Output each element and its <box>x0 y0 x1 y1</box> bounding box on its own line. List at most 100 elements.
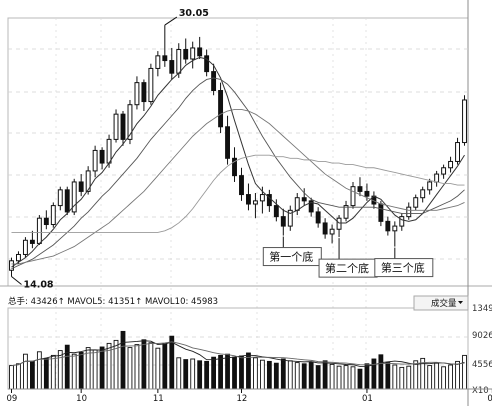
candle-body-3 <box>29 239 35 244</box>
volume-bar-7 <box>57 350 63 390</box>
candle-body-31 <box>225 126 230 159</box>
volume-bar-6 <box>50 354 56 390</box>
volume-title: 总手: 43426↑ MAVOL5: 41351↑ MAVOL10: 45983 <box>8 296 218 307</box>
volume-bar-17 <box>127 347 133 390</box>
price-ma-line-0 <box>11 56 465 268</box>
candle-body-47 <box>336 217 342 230</box>
price-ma-line-3 <box>11 154 465 233</box>
price-ma-line-2 <box>11 108 465 265</box>
volume-bar-26 <box>190 358 196 390</box>
volume-bar-39 <box>280 358 286 390</box>
volume-bar-28 <box>204 360 210 390</box>
volume-bar-10 <box>78 351 84 390</box>
candle-body-17 <box>127 104 133 140</box>
candle-body-11 <box>85 170 91 192</box>
volume-bar-52 <box>371 358 377 390</box>
volume-bar-51 <box>364 363 370 390</box>
candle-body-59 <box>420 189 426 199</box>
volume-bar-55 <box>392 364 398 390</box>
volume-bar-42 <box>301 363 307 390</box>
candle-body-21 <box>155 55 161 69</box>
volume-bar-56 <box>399 366 405 390</box>
volume-bar-47 <box>336 365 342 390</box>
candle-body-24 <box>176 49 182 74</box>
volume-bar-44 <box>315 365 321 390</box>
volume-y-tick-2: 4556 <box>472 360 492 370</box>
price-panel-frame <box>7 17 469 287</box>
candle-body-33 <box>239 175 244 196</box>
volume-bar-1 <box>16 363 21 390</box>
candle-body-42 <box>301 197 307 202</box>
candle-body-43 <box>308 200 314 213</box>
x-axis-label-5: 02 <box>487 394 492 404</box>
volume-bar-0 <box>9 365 14 390</box>
min-label: 14.08 <box>23 280 53 291</box>
candle-body-39 <box>280 216 286 227</box>
candle-body-44 <box>315 211 321 224</box>
volume-bar-54 <box>385 362 391 390</box>
candle-body-20 <box>148 67 154 103</box>
candle-body-18 <box>134 82 140 106</box>
x-axis-label-4: 01 <box>362 394 373 404</box>
volume-bar-45 <box>322 360 328 390</box>
candle-body-56 <box>399 216 405 227</box>
volume-series <box>9 330 467 390</box>
candle-body-29 <box>211 71 217 92</box>
candle-body-13 <box>99 149 105 164</box>
volume-bar-31 <box>225 353 230 390</box>
volume-ma-line-1 <box>11 341 465 367</box>
volume-bar-35 <box>253 357 258 390</box>
max-label: 30.05 <box>179 8 209 19</box>
x-axis-label-2: 11 <box>153 394 164 404</box>
candle-body-36 <box>259 194 265 202</box>
volume-moving-averages <box>11 340 465 367</box>
candle-body-40 <box>287 209 293 227</box>
volume-bar-9 <box>71 353 77 390</box>
candle-body-50 <box>357 186 363 192</box>
volume-y-tick-3: X10 <box>472 386 489 396</box>
volume-bar-63 <box>448 364 453 390</box>
x-axis-label-3: 12 <box>236 394 247 404</box>
candle-body-19 <box>141 82 147 103</box>
candle-body-54 <box>385 220 391 232</box>
volume-bar-29 <box>211 356 217 390</box>
annotation-box-0 <box>262 247 322 267</box>
candle-body-58 <box>413 197 419 208</box>
volume-bar-58 <box>413 360 419 390</box>
x-axis-label-0: 09 <box>6 394 17 404</box>
candle-body-25 <box>183 49 189 60</box>
volume-dropdown-button[interactable] <box>413 295 469 311</box>
candle-body-16 <box>120 113 126 140</box>
volume-bar-62 <box>441 366 447 390</box>
max-label-leader <box>164 16 178 26</box>
volume-bar-25 <box>183 359 189 390</box>
candle-body-10 <box>78 181 84 192</box>
volume-bar-40 <box>287 360 293 390</box>
price-ma-line-1 <box>11 77 465 270</box>
annotation-text-2: 第三个底 <box>381 261 425 275</box>
candle-body-61 <box>434 173 440 183</box>
x-axis: 09101112010203 <box>6 388 492 404</box>
volume-bar-41 <box>294 362 300 390</box>
candle-body-1 <box>16 253 21 262</box>
volume-bar-43 <box>308 361 314 390</box>
chevron-down-icon <box>458 301 463 304</box>
volume-bar-49 <box>350 366 356 390</box>
volume-bar-21 <box>155 347 161 390</box>
volume-gridlines <box>7 307 469 390</box>
volume-bar-36 <box>259 359 265 390</box>
volume-bar-38 <box>273 362 279 390</box>
volume-bar-37 <box>266 360 272 390</box>
volume-bar-34 <box>246 352 251 390</box>
candle-body-5 <box>43 217 49 226</box>
candle-body-7 <box>57 189 63 207</box>
volume-bar-24 <box>176 357 182 390</box>
price-moving-averages <box>11 56 465 270</box>
volume-labels: 总手: 43426↑ MAVOL5: 41351↑ MAVOL10: 45983… <box>8 295 492 396</box>
candle-body-35 <box>252 200 258 205</box>
candle-body-64 <box>455 142 460 162</box>
candle-body-45 <box>322 222 328 235</box>
volume-bar-32 <box>232 356 237 390</box>
candle-body-4 <box>36 217 42 244</box>
